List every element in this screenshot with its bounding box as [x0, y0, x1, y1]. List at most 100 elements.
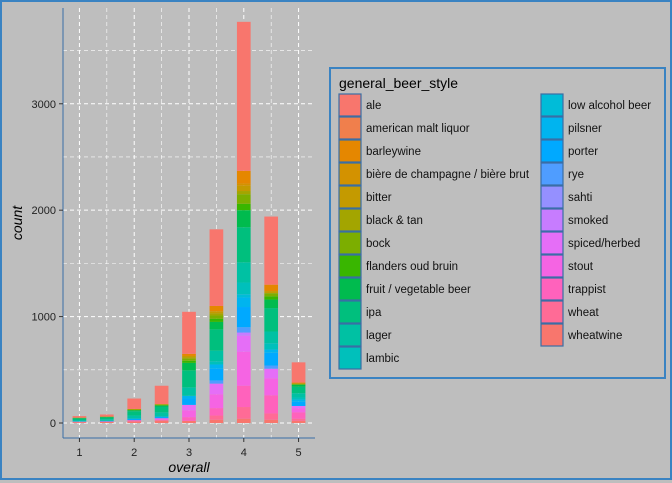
bar-segment: [210, 313, 224, 315]
legend-label: lambic: [366, 353, 399, 365]
legend-swatch: [339, 209, 361, 231]
bar-segment: [237, 227, 251, 262]
bar-stack: [237, 22, 251, 423]
bar-segment: [264, 395, 278, 413]
bar-segment: [210, 316, 224, 319]
legend-swatch: [339, 94, 361, 116]
bar-segment: [127, 420, 141, 421]
bar-segment: [127, 421, 141, 423]
bar-segment: [237, 184, 251, 186]
bar-segment: [264, 300, 278, 309]
bar-segment: [127, 399, 141, 409]
bar-segment: [292, 387, 306, 393]
bar-segment: [237, 336, 251, 352]
bar-segment: [292, 385, 306, 387]
bar-segment: [210, 384, 224, 395]
bar-stack: [292, 362, 306, 423]
bar-segment: [264, 217, 278, 285]
bar-segment: [292, 412, 306, 418]
legend-swatch: [339, 301, 361, 323]
x-tick-label: 1: [76, 447, 82, 459]
legend-label: wheat: [567, 307, 599, 319]
bar-segment: [292, 408, 306, 412]
bar-segment: [73, 422, 87, 423]
bar-segment: [237, 297, 251, 307]
legend-swatch: [541, 278, 563, 300]
bar-stack: [155, 386, 169, 423]
bar-segment: [210, 351, 224, 362]
bar-segment: [155, 420, 169, 423]
legend-label: pilsner: [568, 123, 602, 135]
bar-segment: [264, 413, 278, 419]
bar-segment: [264, 366, 278, 369]
bar-segment: [210, 416, 224, 420]
bar-segment: [182, 370, 196, 387]
y-tick-label: 2000: [32, 205, 56, 217]
bar-segment: [264, 420, 278, 423]
bar-segment: [237, 191, 251, 194]
bar-segment: [127, 411, 141, 415]
bar-segment: [127, 409, 141, 410]
bar-segment: [237, 352, 251, 386]
bar-segment: [100, 418, 114, 420]
legend-swatch: [541, 255, 563, 277]
bar-segment: [237, 204, 251, 210]
legend-swatch: [541, 209, 563, 231]
bar-segment: [264, 353, 278, 366]
bar-segment: [182, 359, 196, 361]
legend-label: trappist: [568, 284, 607, 296]
legend-swatch: [339, 255, 361, 277]
bar-segment: [292, 419, 306, 421]
bar-segment: [292, 406, 306, 408]
bar-segment: [210, 361, 224, 364]
bar-segment: [73, 420, 87, 421]
legend-swatch: [541, 94, 563, 116]
bar-segment: [210, 369, 224, 381]
bar-segment: [210, 364, 224, 368]
bar-segment: [182, 356, 196, 358]
bar-segment: [264, 291, 278, 293]
bar-segment: [237, 194, 251, 204]
bar-segment: [264, 369, 278, 379]
bar-segment: [210, 408, 224, 415]
legend-label: bière de champagne / bière brut: [366, 169, 530, 181]
bar-segment: [237, 327, 251, 332]
bar-segment: [210, 380, 224, 383]
legend-title: general_beer_style: [339, 75, 458, 91]
legend-swatch: [541, 163, 563, 185]
x-tick-label: 5: [296, 447, 302, 459]
legend-label: fruit / vegetable beer: [366, 284, 471, 296]
bar-segment: [73, 416, 87, 418]
bar-segment: [127, 415, 141, 418]
bar-segment: [264, 293, 278, 296]
legend-label: smoked: [568, 215, 608, 227]
legend-swatch: [541, 117, 563, 139]
legend-label: rye: [568, 169, 584, 181]
bar-segment: [182, 396, 196, 399]
bar-segment: [237, 333, 251, 336]
bar-stack: [182, 312, 196, 423]
bar-segment: [292, 384, 306, 385]
bar-segment: [127, 410, 141, 411]
legend-swatch: [541, 140, 563, 162]
legend-label: spiced/herbed: [568, 238, 640, 250]
legend-label: ipa: [366, 307, 382, 319]
bar-segment: [127, 419, 141, 420]
bar-segment: [292, 400, 306, 402]
bar-segment: [210, 322, 224, 329]
bar-segment: [155, 412, 169, 416]
bar-stack: [100, 414, 114, 423]
bar-segment: [182, 410, 196, 417]
bar-segment: [237, 210, 251, 227]
bar-segment: [100, 414, 114, 416]
bar-segment: [264, 285, 278, 291]
bar-segment: [182, 358, 196, 359]
legend-swatch: [541, 186, 563, 208]
bar-segment: [210, 420, 224, 423]
bar-segment: [292, 421, 306, 423]
y-tick-label: 0: [50, 418, 56, 430]
